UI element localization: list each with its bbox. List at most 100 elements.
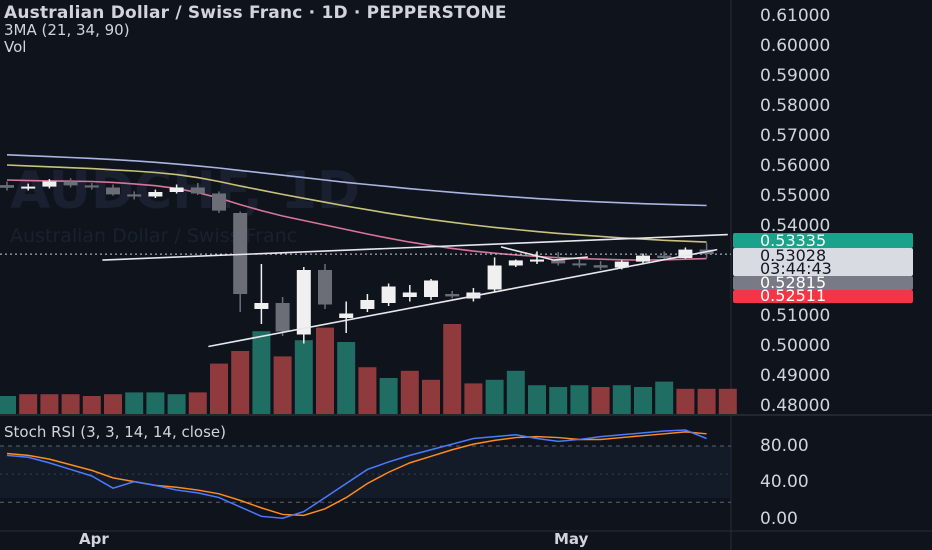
volume-bar: [379, 378, 398, 414]
stoch-tick: 40.00: [760, 472, 809, 492]
price-axis[interactable]: 0.61000 0.60000 0.59000 0.58000 0.57000 …: [760, 6, 830, 416]
candle-body: [42, 181, 57, 187]
candle-body: [127, 194, 142, 197]
price-tick: 0.60000: [760, 36, 830, 56]
volume-bar: [612, 385, 631, 414]
ma-price-label: 0.52815: [760, 273, 826, 292]
stoch-d-line: [6, 431, 707, 517]
volume-bar: [294, 340, 313, 414]
candle-body: [0, 185, 14, 188]
volume-bar: [0, 396, 16, 414]
volume-bar: [718, 388, 737, 414]
volume-bar: [337, 342, 356, 414]
volume-bar: [19, 394, 38, 414]
symbol-title[interactable]: Australian Dollar / Swiss Franc · 1D · P…: [4, 3, 507, 23]
candle-body: [614, 261, 629, 268]
ma-34-line: [6, 164, 707, 243]
volume-bar: [146, 392, 165, 414]
trendline: [208, 248, 718, 348]
volume-bar: [464, 383, 483, 414]
volume-indicator-legend[interactable]: Vol: [4, 38, 27, 56]
volume-bar: [125, 392, 144, 414]
volume-bar: [167, 394, 186, 414]
candle-body: [190, 187, 205, 194]
trendline: [102, 233, 728, 261]
candle-body: [318, 270, 332, 305]
stoch-tick: 0.00: [760, 509, 798, 529]
bid-label-bg: [733, 233, 913, 248]
description-watermark: Australian Dollar / Swiss Franc: [10, 225, 297, 247]
candlesticks: [0, 178, 714, 344]
price-labels: 0.53335 0.53028 03:44:43 0.52815 0.52511: [733, 231, 913, 305]
symbol-watermark: AUDCHF, 1D: [10, 161, 360, 221]
candle-body: [169, 187, 184, 192]
candle-body: [63, 181, 78, 186]
candle-body: [487, 265, 502, 290]
candle-body: [106, 187, 120, 195]
moving-averages: [6, 154, 707, 261]
volume-bar: [40, 394, 59, 414]
candle-body: [424, 280, 438, 297]
candle-body: [508, 260, 523, 266]
volume-bar: [316, 327, 334, 414]
price-tick: 0.50000: [760, 336, 830, 356]
time-label-may: May: [554, 530, 589, 548]
time-axis[interactable]: Apr May: [79, 530, 589, 548]
candle-body: [296, 270, 311, 335]
last-price-label-bg: [733, 248, 913, 276]
volume-bar: [570, 385, 589, 414]
candle-body: [551, 259, 566, 264]
volume-bar: [422, 379, 440, 414]
stoch-rsi-lines: [0, 429, 731, 519]
candle-body: [593, 265, 608, 268]
price-tick: 0.54000: [760, 216, 830, 236]
candle-body: [360, 300, 375, 309]
candle-body: [657, 255, 672, 258]
time-label-apr: Apr: [79, 530, 109, 548]
candle-body: [254, 303, 269, 309]
candle-body: [84, 185, 99, 188]
trendline: [500, 246, 555, 261]
stoch-rsi-legend[interactable]: Stoch RSI (3, 3, 14, 14, close): [4, 423, 226, 441]
volume-bar: [358, 367, 377, 414]
candle-body: [572, 263, 587, 266]
stoch-band: [0, 446, 730, 498]
volume-bar: [273, 356, 292, 414]
volume-bar: [400, 370, 419, 414]
stoch-tick: 80.00: [760, 436, 809, 456]
price-tick: 0.49000: [760, 366, 830, 386]
low-price-label: 0.52511: [760, 286, 826, 305]
price-tick: 0.59000: [760, 66, 830, 86]
candle-body: [21, 186, 36, 189]
ma-90-line: [6, 154, 707, 207]
price-tick: 0.56000: [760, 156, 830, 176]
candle-body: [636, 255, 650, 262]
volume-bar: [231, 351, 250, 414]
volume-bar: [82, 396, 101, 414]
candle-body: [212, 193, 226, 211]
ma-21-line: [6, 179, 707, 261]
volume-bar: [528, 385, 546, 414]
volume-bar: [188, 392, 207, 414]
volume-bar: [443, 324, 462, 414]
ma-indicator-legend[interactable]: 3MA (21, 34, 90): [4, 21, 130, 39]
candle-body: [678, 249, 693, 258]
volume-bar: [506, 370, 525, 414]
last-price-label: 0.53028: [760, 246, 826, 265]
trendline-drawings[interactable]: [102, 233, 728, 348]
candle-body: [339, 313, 354, 318]
price-tick: 0.61000: [760, 6, 830, 26]
volume-bar: [210, 363, 228, 414]
volume-bar: [655, 381, 674, 414]
low-price-label-bg: [733, 290, 913, 303]
price-tick: 0.55000: [760, 186, 830, 206]
stoch-k-line: [6, 429, 707, 519]
ma-price-label-bg: [733, 276, 913, 290]
candle-body: [148, 192, 163, 197]
candle-body: [445, 294, 460, 297]
candle-body: [530, 259, 544, 262]
stoch-axis[interactable]: 80.00 40.00 0.00: [760, 436, 809, 529]
volume-bar: [549, 387, 568, 414]
price-tick: 0.51000: [760, 306, 830, 326]
